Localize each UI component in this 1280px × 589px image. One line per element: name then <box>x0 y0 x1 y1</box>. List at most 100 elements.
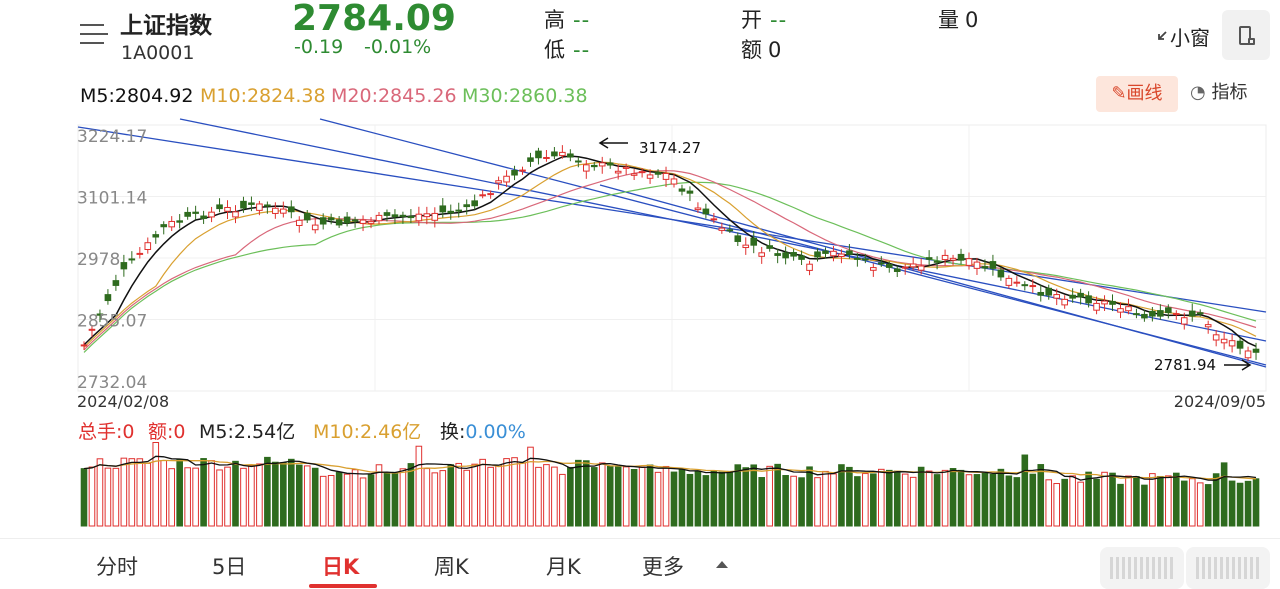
candle-body <box>495 180 502 184</box>
volume-bar <box>232 460 239 527</box>
volume-ma-lines <box>83 455 1257 481</box>
candle-body <box>1236 340 1244 349</box>
volume-bar <box>854 476 861 527</box>
volume-bar <box>941 469 949 527</box>
volume-bar <box>598 462 606 527</box>
candle-body <box>798 255 805 260</box>
end-date-label: 2024/09/05 <box>1174 392 1266 411</box>
rotate-screen-button[interactable] <box>1222 10 1270 60</box>
start-date-label: 2024/02/08 <box>77 392 169 411</box>
candle-body <box>295 219 303 226</box>
volume-bar <box>670 471 678 527</box>
volume-bar <box>96 458 104 527</box>
candle-body <box>567 153 574 158</box>
menu-icon[interactable] <box>80 22 108 46</box>
candle-body <box>80 344 88 347</box>
volume-bar <box>367 474 375 527</box>
stat-amount-value: 0 <box>768 38 783 62</box>
volume-bar <box>399 468 407 527</box>
tab-intraday[interactable]: 分时 <box>96 555 138 579</box>
volume-bar <box>1220 462 1228 527</box>
candle-body <box>686 190 694 194</box>
candle-body <box>782 252 789 259</box>
volume-bar <box>933 474 941 527</box>
ma20-legend: M20:2845.26 <box>331 85 457 107</box>
ma30-legend: M30:2860.38 <box>462 85 588 107</box>
high-arrow-icon <box>598 137 628 149</box>
candle-body <box>399 214 407 217</box>
volume-bar <box>774 463 781 527</box>
obscured-button-1[interactable] <box>1100 547 1184 589</box>
volume-bar <box>487 466 494 527</box>
candle-body <box>232 211 239 218</box>
volume-bar <box>295 464 303 527</box>
volume-bar <box>925 470 933 527</box>
candle-body <box>1172 313 1180 316</box>
tab-monthly-k[interactable]: 月K <box>546 555 581 579</box>
candle-body <box>1149 310 1156 317</box>
candle-body <box>965 258 973 266</box>
candle-body <box>184 211 191 217</box>
kline-chart[interactable]: 3224.17 3101.14 2978 2855.07 2732.042024/02/… <box>0 115 1280 415</box>
volume-bar <box>957 469 965 527</box>
volume-bar <box>303 465 311 527</box>
candle-body <box>1212 334 1220 341</box>
candle-body <box>168 220 176 228</box>
stat-open-value: -- <box>770 8 788 32</box>
volume-bar <box>104 467 112 527</box>
mini-window-button[interactable]: 小窗 <box>1152 22 1210 51</box>
volume-amount: 额:0 <box>148 421 186 443</box>
candle-body <box>654 172 662 175</box>
obscured-button-2[interactable] <box>1186 547 1270 589</box>
candle-body <box>1085 295 1092 304</box>
volume-bar <box>415 445 423 527</box>
tab-daily-k[interactable]: 日K <box>322 555 360 579</box>
indicator-button[interactable]: ◔ 指标 <box>1190 78 1247 104</box>
candle-body <box>694 207 702 211</box>
volume-bar <box>120 457 128 527</box>
volume-bar <box>176 459 183 527</box>
volume-bar <box>1188 478 1196 527</box>
ma5-line <box>83 155 1257 347</box>
chart-grid <box>77 124 1267 392</box>
volume-bar <box>782 475 789 527</box>
candle-body <box>877 262 885 265</box>
stock-name: 上证指数 <box>120 13 212 39</box>
candle-body <box>327 217 335 221</box>
candle-body <box>535 150 542 159</box>
draw-line-button[interactable]: ✎画线 <box>1096 76 1178 112</box>
candle-body <box>367 220 375 224</box>
volume-bar <box>1077 481 1084 527</box>
candle-body <box>1188 310 1196 317</box>
volume-bar <box>1236 482 1244 527</box>
volume-bar <box>846 466 853 527</box>
candle-body <box>375 214 383 222</box>
volume-bar <box>1013 477 1021 527</box>
volume-bar <box>1141 484 1148 527</box>
candle-body <box>88 328 96 331</box>
candle-body <box>1021 284 1029 287</box>
volume-bar <box>758 477 766 527</box>
volume-bar <box>806 466 813 527</box>
volume-bar <box>80 468 88 527</box>
volume-m5: M5:2.54亿 <box>199 421 296 443</box>
volume-bar <box>1061 478 1068 527</box>
candle-body <box>351 219 359 222</box>
candlesticks <box>80 145 1260 362</box>
volume-bar <box>327 474 335 527</box>
candle-body <box>941 254 949 261</box>
volume-bar <box>319 475 327 527</box>
caret-up-icon[interactable] <box>716 561 728 568</box>
volume-bar <box>479 458 486 527</box>
candle-body <box>854 257 861 260</box>
candle-body <box>423 213 431 218</box>
tab-5day[interactable]: 5日 <box>212 555 247 579</box>
tab-weekly-k[interactable]: 周K <box>434 555 469 579</box>
ma10-line <box>83 161 1257 348</box>
candle-body <box>240 200 247 209</box>
tab-more[interactable]: 更多 <box>642 555 684 579</box>
stat-high-label: 高 <box>544 8 565 32</box>
candle-body <box>582 164 590 172</box>
candle-body <box>925 257 933 260</box>
ma20-line <box>83 170 1257 351</box>
